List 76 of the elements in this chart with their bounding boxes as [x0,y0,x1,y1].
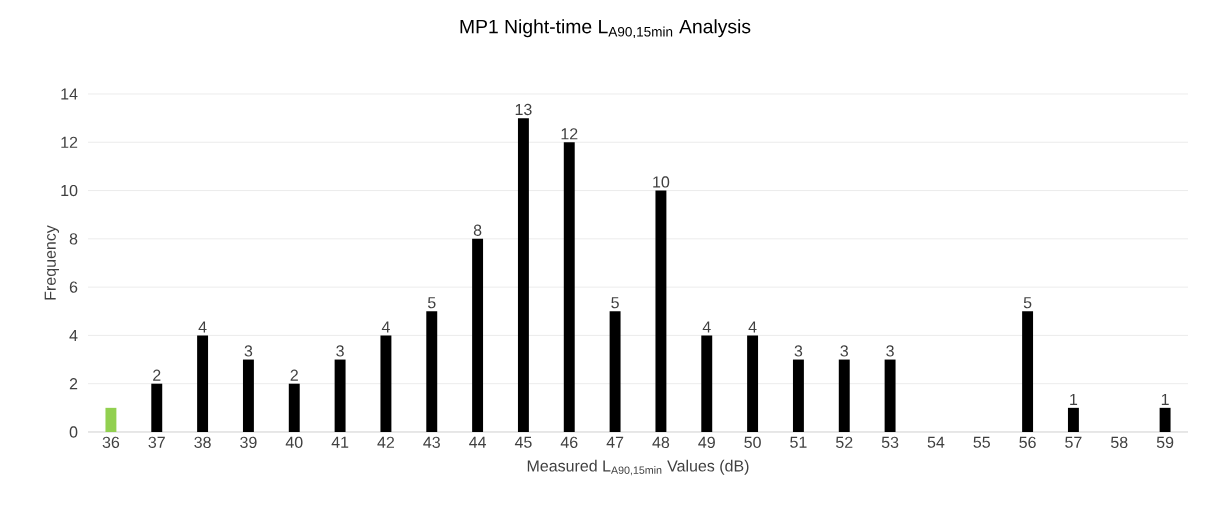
x-tick-label: 59 [1156,436,1174,449]
data-label: 3 [886,345,894,357]
bar [472,238,484,432]
x-tick-label: 56 [1019,436,1036,449]
data-label: 2 [153,369,161,381]
x-tick-label: 54 [927,436,945,448]
x-tick-label: 48 [652,436,670,449]
bar [242,359,254,432]
bar [884,359,896,432]
data-label: 1 [1161,393,1169,405]
bar [747,335,759,432]
x-tick-label: 37 [148,436,165,449]
bar [609,311,621,432]
x-tick-label: 52 [836,436,853,449]
x-tick-label: 55 [973,436,990,448]
data-label: 3 [336,345,344,357]
y-tick-label: 10 [61,184,78,197]
x-tick-label: 38 [194,436,211,449]
data-label: 5 [1023,297,1032,309]
bar [701,335,713,432]
y-tick-label: 0 [69,426,78,438]
bar [426,311,438,432]
bar [380,335,392,432]
x-tick-label: 43 [423,436,440,449]
x-tick-label: 58 [1111,436,1128,449]
bar [563,142,575,432]
bar [334,359,346,432]
x-tick-label: 42 [377,436,395,448]
x-tick-label: 47 [606,436,624,448]
y-tick-label: 12 [61,136,78,148]
bar [1022,311,1034,432]
data-label: 4 [198,321,207,333]
chart-title: MP1 Night-time L$_{A90,15min}$ Analysis [460,19,751,39]
x-tick-label: 39 [240,436,257,449]
bar [288,383,300,432]
data-label: 8 [473,224,482,236]
bar [1067,407,1079,432]
data-label: 3 [840,345,848,357]
x-tick-label: 51 [790,436,807,448]
data-label: 4 [702,321,711,333]
data-label: 10 [653,176,670,188]
data-label: 3 [244,345,253,357]
x-tick-label: 50 [744,436,761,449]
x-axis-title: Measured L$_{A90,15min}$ Values (dB) [527,459,749,476]
bar [105,407,117,432]
x-tick-label: 44 [469,436,487,448]
x-tick-label: 49 [698,436,715,449]
bar [1159,407,1171,432]
x-tick-label: 46 [560,436,578,449]
y-tick-label: 6 [69,281,78,293]
y-tick-label: 4 [69,329,78,341]
y-tick-label: 2 [69,378,78,390]
data-label: 13 [515,103,532,116]
bar [792,359,804,432]
y-tick-label: 14 [61,88,78,100]
bar [655,190,667,432]
data-label: 5 [427,297,436,309]
bar [151,383,163,432]
bar [197,335,209,432]
x-tick-label: 36 [102,436,120,449]
data-label: 2 [290,369,298,381]
x-tick-label: 57 [1065,436,1082,448]
data-label: 4 [381,321,390,333]
data-label: 3 [794,345,803,357]
data-label: 1 [1070,393,1078,405]
y-tick-label: 8 [69,233,78,245]
x-tick-label: 40 [285,436,303,449]
data-label: 4 [748,321,757,333]
x-tick-label: 41 [331,436,349,448]
x-tick-label: 53 [881,436,899,449]
data-label: 5 [611,297,619,309]
data-label: 12 [561,128,578,140]
bar [517,118,529,432]
y-axis-title: Frequency [44,225,60,300]
bar [838,359,850,432]
x-tick-label: 45 [514,436,532,448]
